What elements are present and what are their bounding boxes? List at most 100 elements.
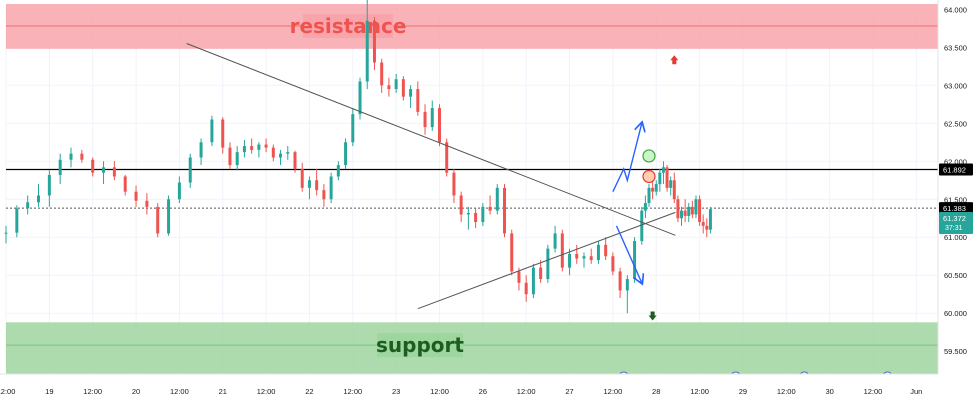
candle-body — [235, 152, 239, 166]
candle-body — [708, 209, 712, 230]
candle-body — [698, 199, 702, 223]
zones-layer: resistance support — [6, 4, 938, 374]
candle-body — [640, 210, 644, 242]
candle-body — [665, 167, 669, 188]
time-tick-label: 30 — [825, 387, 833, 396]
red-circle — [642, 169, 656, 184]
candle-body — [560, 233, 564, 268]
candle-body — [37, 195, 41, 203]
price-axis-bg — [938, 0, 974, 374]
candle-body — [654, 184, 658, 192]
time-tick-label: 12:00 — [517, 387, 536, 396]
time-tick-label: 12:00 — [603, 387, 622, 396]
candle-body — [322, 190, 326, 200]
time-tick-label: 23 — [392, 387, 400, 396]
candle-body — [336, 165, 340, 177]
price-tick-label: 61.000 — [944, 233, 967, 242]
candle-body — [210, 119, 214, 143]
candle-body — [643, 203, 647, 211]
time-tick-label: 29 — [739, 387, 747, 396]
candle-body — [651, 187, 655, 192]
resistance-label-bg — [303, 14, 393, 39]
candle-body — [228, 147, 232, 166]
time-tick-label: Jun — [910, 387, 922, 396]
price-tick-label: 63.500 — [944, 43, 967, 52]
candle-body — [221, 119, 225, 148]
candle-body — [242, 146, 246, 153]
candle-body — [409, 89, 413, 97]
candle-body — [380, 62, 384, 86]
price-tick-label: 62.000 — [944, 157, 967, 166]
time-tick-label: 12:00 — [0, 387, 15, 396]
bar-countdown-label: 37:31 — [945, 225, 963, 232]
up-arrow-icon — [670, 55, 679, 65]
price-tick-label: 60.500 — [944, 271, 967, 280]
down-arrow-icon — [648, 311, 657, 321]
candle-body — [568, 253, 572, 268]
candle-body — [701, 222, 705, 226]
candle-body — [401, 79, 405, 97]
candle-body — [188, 157, 192, 183]
candle-body — [4, 232, 8, 234]
candle-body — [517, 271, 521, 283]
candle-body — [47, 174, 51, 196]
time-tick-label: 20 — [132, 387, 140, 396]
candle-body — [531, 267, 535, 295]
candle-body — [481, 206, 485, 223]
candle-body — [625, 279, 629, 291]
candle-body — [167, 199, 171, 234]
price-tick-label: 64.000 — [944, 5, 967, 14]
candle-body — [250, 146, 254, 150]
candle-body — [123, 176, 127, 192]
candle-body — [488, 206, 492, 211]
ascending-trendline — [417, 211, 676, 310]
candle-body — [680, 210, 684, 219]
time-tick-label: 19 — [45, 387, 53, 396]
candle-body — [329, 176, 333, 200]
bearish-projection — [615, 225, 641, 283]
candle-body — [156, 206, 160, 234]
candle-body — [358, 81, 362, 115]
support-label-bg — [377, 333, 463, 358]
time-tick-label: 12:00 — [430, 387, 449, 396]
candles-layer — [4, 0, 712, 314]
candle-body — [416, 89, 420, 112]
candle-body — [683, 210, 687, 216]
key-level-tag — [939, 163, 973, 176]
candle-body — [596, 244, 600, 261]
candle-body — [575, 253, 579, 259]
candle-body — [134, 191, 138, 201]
candle-body — [582, 256, 586, 259]
candle-body — [257, 144, 261, 150]
candle-body — [589, 256, 593, 261]
bullish-projection — [612, 123, 642, 192]
descending-trendline — [186, 43, 676, 236]
candle-body — [199, 142, 203, 158]
time-tick-label: 22 — [305, 387, 313, 396]
candle-body — [300, 168, 304, 188]
candle-body — [546, 248, 550, 280]
candle-body — [524, 282, 528, 295]
last-price-label: 61.372 — [943, 214, 966, 223]
candle-body — [15, 208, 19, 233]
candle-body — [658, 172, 662, 185]
candle-body — [423, 111, 427, 128]
time-axis[interactable]: 12:00 19 12:00 20 12:00 21 12:00 22 12:00 23 12:00… — [0, 373, 974, 400]
candle-body — [633, 241, 637, 280]
time-tick-label: 28 — [652, 387, 660, 396]
candle-body — [672, 180, 676, 200]
candle-body — [452, 172, 456, 196]
candle-body — [58, 159, 62, 175]
candle-body — [618, 271, 622, 291]
time-tick-label: 21 — [219, 387, 227, 396]
candle-body — [365, 20, 369, 82]
green-circle — [642, 149, 656, 163]
price-tick-label: 60.000 — [944, 309, 967, 318]
candle-body — [177, 182, 181, 200]
candle-body — [437, 108, 441, 143]
price-tick-label: 61.500 — [944, 195, 967, 204]
price-axis[interactable]: 64.000 63.500 63.000 62.500 62.000 61.500 61.0… — [937, 0, 974, 374]
candle-body — [293, 152, 297, 169]
last-price-tag-label: 61.383 — [943, 204, 966, 213]
